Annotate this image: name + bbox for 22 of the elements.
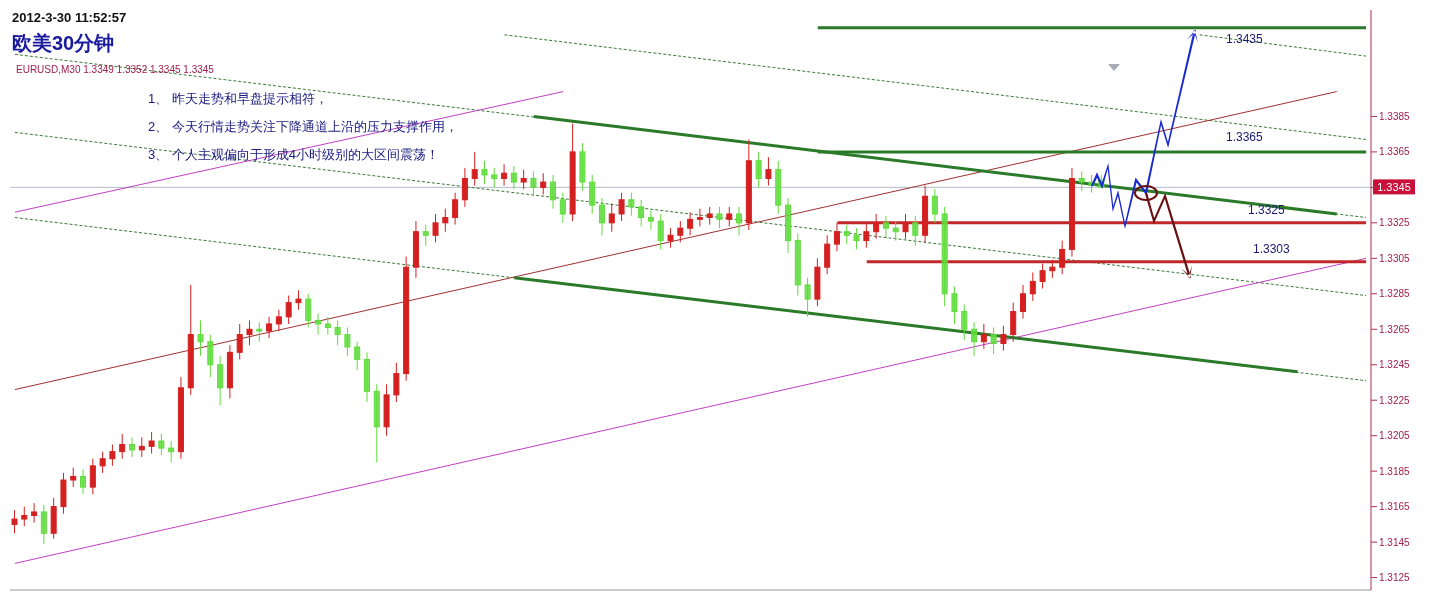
chart-subtitle: 2012-3-30 11:52:57 (12, 10, 127, 25)
annotation: 1.3365 (1226, 130, 1263, 144)
y-tick-label: 1.3185 (1379, 465, 1411, 477)
ref-line-label: 1.3345 (1377, 181, 1411, 194)
y-tick-label: 1.3225 (1379, 394, 1411, 406)
y-tick-label: 1.3285 (1379, 288, 1411, 300)
y-tick-label: 1.3365 (1379, 146, 1411, 158)
annotation: EURUSD,M30 1.3349 1.3352 1.3345 1.3345 (16, 64, 214, 75)
y-tick-label: 1.3385 (1379, 110, 1411, 122)
y-tick-label: 1.3325 (1379, 217, 1411, 229)
y-tick-label: 1.3125 (1379, 572, 1411, 584)
annotation: 1.3303 (1253, 242, 1290, 256)
y-tick-label: 1.3305 (1379, 252, 1411, 264)
y-tick-label: 1.3165 (1379, 501, 1411, 513)
annotation: 1.3435 (1226, 32, 1263, 46)
y-tick-label: 1.3145 (1379, 536, 1411, 548)
annotation: 1.3325 (1248, 203, 1285, 217)
y-tick-label: 1.3205 (1379, 430, 1411, 442)
y-tick-label: 1.3245 (1379, 359, 1411, 371)
y-tick-label: 1.3265 (1379, 323, 1411, 335)
text: 欧美30分钟 (12, 31, 115, 56)
annotation: 1、 昨天走势和早盘提示相符， (148, 90, 328, 108)
